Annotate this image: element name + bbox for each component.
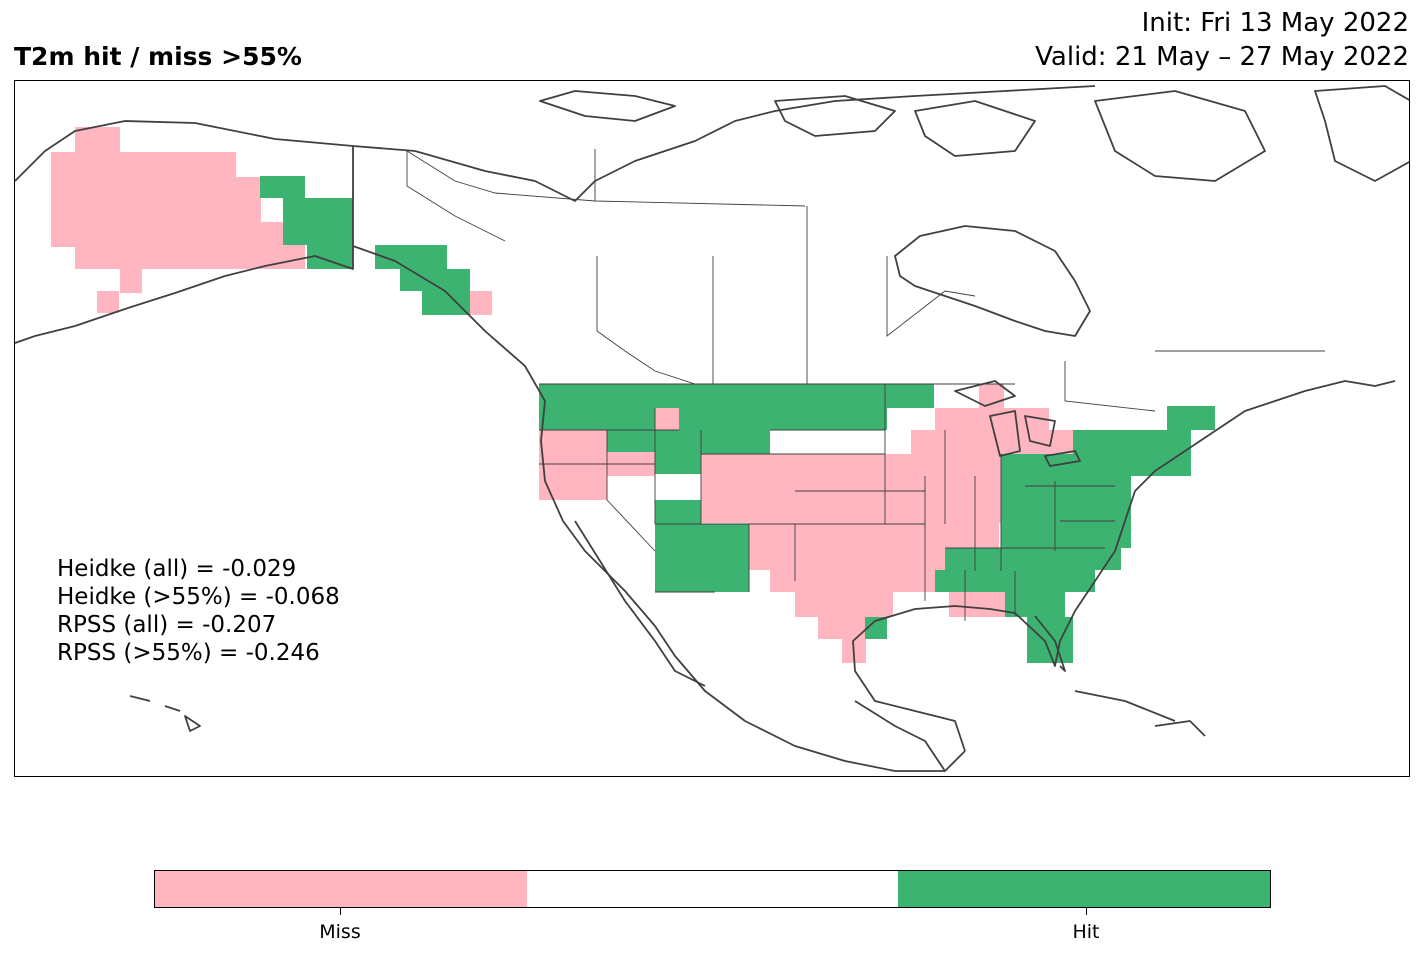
miss-cell [539,430,607,500]
borders [352,146,1325,621]
miss-cell [701,454,749,476]
hit-cell [607,430,657,452]
valid-period: Valid: 21 May – 27 May 2022 [1035,42,1409,72]
hit-cell [1073,430,1191,454]
colorbar [154,870,1271,908]
heidke-all-score: Heidke (all) = -0.029 [57,556,297,582]
hit-cell [422,291,470,315]
hit-cell [283,198,353,245]
hit-cell [655,500,701,524]
miss-cell [655,408,679,430]
hit-cell [1141,454,1191,476]
map-title: T2m hit / miss >55% [14,42,302,71]
hit-cell [375,245,447,269]
hit-cell [1167,406,1215,430]
miss-cell [935,408,1001,430]
colorbar-tick-miss [340,908,341,915]
colorbar-label-miss: Miss [319,921,361,943]
miss-cell [470,291,492,315]
colorbar-tick-hit [1086,908,1087,915]
hit-cell [1001,454,1141,476]
miss-cell [949,592,1005,617]
hit-cell [655,452,703,474]
miss-cell [701,476,1001,523]
miss-cell [120,269,142,293]
miss-cell [911,430,1001,476]
score-panel: Heidke (all) = -0.029 Heidke (>55%) = -0… [57,555,340,667]
colorbar-neutral-segment [526,871,899,907]
hit-cell [865,617,887,639]
miss-cell [51,152,236,177]
hit-cell [1001,476,1131,548]
hit-cell [260,176,305,198]
miss-cell [818,617,866,639]
miss-cell [75,222,305,269]
hit-cell [655,524,749,592]
colorbar-label-hit: Hit [1072,921,1100,943]
map-canvas [15,85,1409,772]
coastlines [15,85,1409,772]
hit-cell [945,548,1121,570]
map-panel [14,80,1410,777]
hit-cell [1027,617,1073,663]
miss-cell [97,291,119,313]
colorbar-miss-segment [155,871,527,907]
miss-cell [75,127,120,152]
hit-cell [539,408,657,430]
rpss-55-score: RPSS (>55%) = -0.246 [57,640,320,666]
heidke-55-score: Heidke (>55%) = -0.068 [57,584,340,610]
miss-cell [795,592,893,617]
miss-cell [770,570,940,592]
hit-cell [307,245,353,269]
hit-cell [655,430,770,454]
hit-cell [400,269,470,291]
hit-cell [539,384,934,408]
miss-cell [749,454,919,476]
hit-cell [679,408,887,430]
init-date: Init: Fri 13 May 2022 [1141,8,1409,38]
miss-cell [51,177,261,222]
colorbar-hit-segment [898,871,1271,907]
rpss-all-score: RPSS (all) = -0.207 [57,612,277,638]
hit-miss-grid [51,127,1215,663]
